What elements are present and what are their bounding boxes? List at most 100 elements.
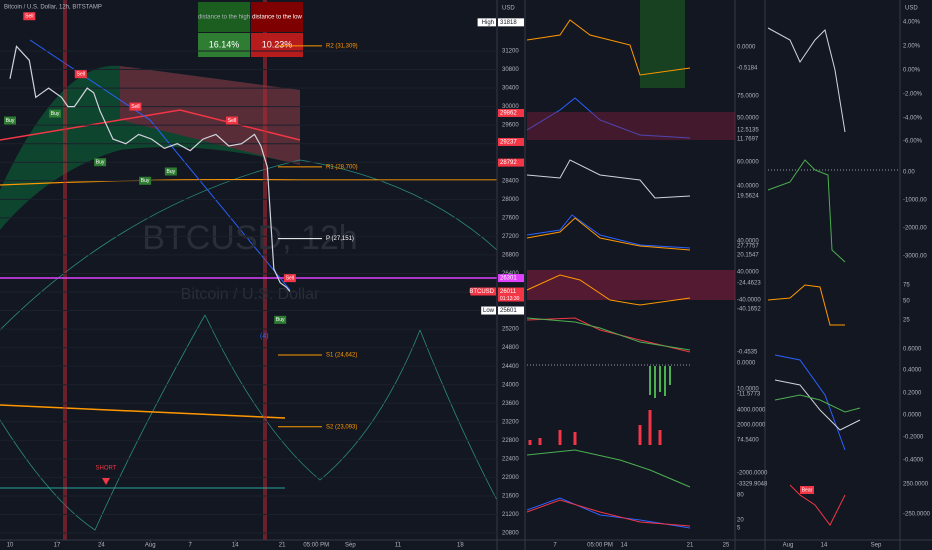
panel-axis-label: 19.5624 (737, 194, 759, 200)
signal-label: Buy (141, 178, 150, 184)
y-tick-label: 27600 (502, 215, 519, 221)
panel-x-label: 05:00 PM (587, 543, 613, 549)
panel-axis-label: -2.00% (903, 92, 923, 98)
panel-axis-label: 25 (903, 318, 910, 324)
currency: USD (502, 6, 515, 12)
panel-axis-label: 60.0000 (737, 160, 759, 166)
signal-box (94, 158, 107, 167)
panel-axis-label: 0.00 (903, 170, 915, 176)
panel-x-label: 14 (621, 543, 628, 549)
panel-axis-label: 12.5135 (737, 128, 759, 134)
price-tag-value: 29237 (500, 140, 517, 146)
panel-x-label: 21 (687, 543, 694, 549)
panel-axis-label: -3329.9048 (737, 482, 768, 488)
short-arrow (102, 478, 110, 485)
wave-label: (4) (260, 333, 269, 340)
distance-value: 10.23% (262, 39, 293, 49)
price-tag-time: 01:13:30 (500, 296, 520, 302)
price-tag-value: 26011 (500, 289, 517, 295)
price-tag-box (498, 18, 524, 27)
x-tick-label: 7 (188, 543, 192, 549)
signal-box (225, 116, 238, 125)
y-tick-label: 20800 (502, 531, 519, 537)
panel-axis-label: 0.0000 (903, 413, 922, 419)
middle-indicators (526, 0, 735, 529)
chart-title: Bitcoin / U.S. Dollar, 12h, BITSTAMP (4, 5, 102, 11)
y-tick-label: 23200 (502, 419, 519, 425)
pivot-label: R1 (28,700) (326, 164, 358, 170)
panel-axis-label: 0.2000 (903, 391, 922, 397)
distance-value: 16.14% (209, 39, 240, 49)
panel-axis-label: -3000.00 (903, 254, 927, 260)
signal-box (283, 274, 296, 283)
panel-axis-label: 0.0000 (737, 361, 756, 367)
signal-box (274, 315, 287, 324)
tag-box (800, 486, 814, 494)
panel-axis-label: 4.00% (903, 20, 921, 26)
ma-line (0, 178, 497, 186)
cycle-arcs (0, 159, 498, 531)
x-tick-label: 11 (395, 543, 402, 549)
panel-axis-label: -11.5773 (737, 392, 761, 398)
price-tag: 26011 BTCUSD 01:13:30 (469, 287, 524, 302)
panel-axis-label: 75.0000 (737, 94, 759, 100)
price-line (9, 45, 291, 292)
signal-label: Buy (96, 160, 105, 166)
price-tag: 26301 (498, 274, 524, 283)
x-tick-label: Sep (345, 543, 356, 549)
panel-axis-label: 4000.0000 (737, 408, 766, 414)
signal-box (49, 109, 62, 118)
y-tick-label: 31200 (502, 49, 519, 55)
panel-axis-label: -2000.0000 (737, 471, 768, 477)
watermark: BTCUSD, 12h (142, 219, 357, 257)
panel-axis-label: 40.0000 (737, 184, 759, 190)
panel-axis-label: 40.0000 (737, 239, 759, 245)
price-tag: 31818 High (477, 18, 524, 27)
vertical-marker (263, 0, 267, 540)
panel-x-label: Sep (871, 543, 882, 549)
y-tick-label: 29600 (502, 123, 519, 129)
price-tag: 25601 Low (481, 306, 524, 315)
tag-label: Bear (802, 487, 813, 493)
x-tick-label: 17 (54, 543, 61, 549)
panel-axis-label: -40.0000 (737, 298, 761, 304)
panel-axis-label: -6.00% (903, 139, 923, 145)
panel-axis-label: -250.0000 (903, 512, 931, 518)
y-tick-label: 25200 (502, 327, 519, 333)
y-tick-label: 26400 (502, 271, 519, 277)
panel-x-label: 7 (553, 543, 557, 549)
panel-axis-label: -40.1652 (737, 307, 761, 313)
panel-axis-label: 20 (737, 518, 744, 524)
y-tick-label: 26800 (502, 253, 519, 259)
y-tick-label: 30800 (502, 67, 519, 73)
x-tick-label: 18 (457, 543, 464, 549)
y-tick-label: 24800 (502, 345, 519, 351)
price-tag-box (498, 287, 524, 302)
ma-line (0, 404, 286, 419)
panel-axis-label: 10.0000 (737, 387, 759, 393)
panel-axis-label: -0.5184 (737, 66, 758, 72)
panel-axis-label: 0.00% (903, 68, 921, 74)
signal-box (164, 167, 177, 176)
box (251, 33, 303, 57)
price-tag-box (498, 306, 524, 315)
signal-label: Sell (77, 71, 85, 77)
panel-x-label: 14 (821, 543, 828, 549)
pivot-label: S2 (23,093) (326, 424, 357, 430)
panel-axis-label: 2.00% (903, 44, 921, 50)
panel-axis-label: 50.0000 (737, 116, 759, 122)
panel-axis-label: 20.1547 (737, 253, 759, 259)
panel-axis-label: 75 (903, 283, 910, 289)
y-tick-label: 30400 (502, 86, 519, 92)
price-tag-box (498, 158, 524, 167)
price-tag-value: 26301 (500, 276, 517, 282)
right-indicators (767, 27, 900, 526)
price-tag-name: BTCUSD (469, 289, 494, 295)
signal-label: Sell (131, 104, 139, 110)
annotation: SHORT (96, 466, 117, 472)
x-tick-label: 05:00 PM (303, 543, 329, 549)
cloud-red (120, 66, 300, 165)
price-tag-value: 25601 (500, 308, 517, 314)
panel-axis-label: -4.00% (903, 116, 923, 122)
panel-axis-label: 2000.0000 (737, 423, 766, 429)
